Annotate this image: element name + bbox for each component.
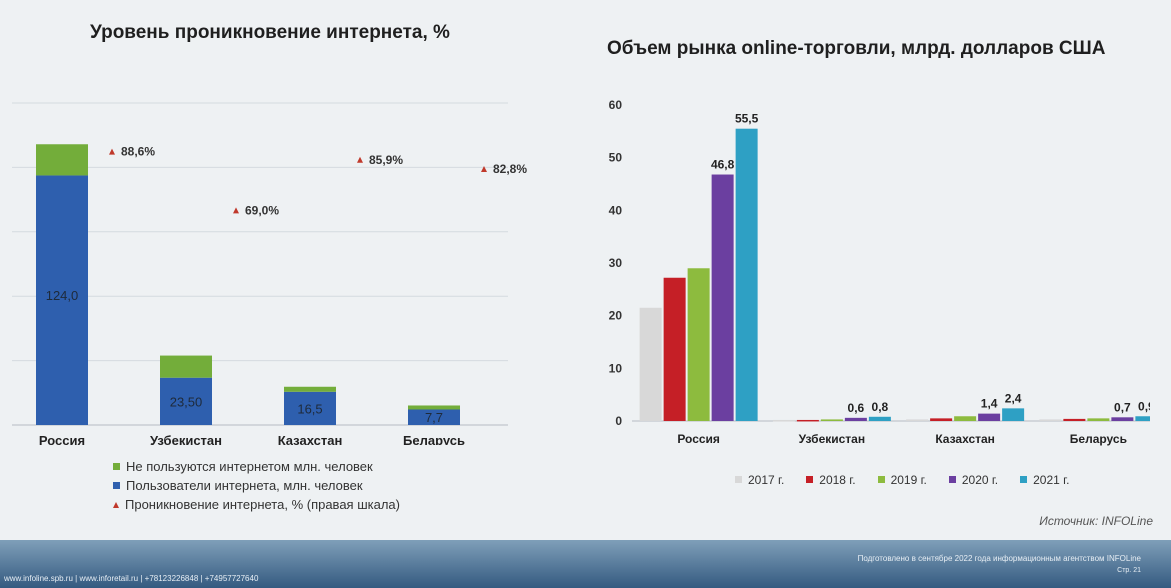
legend-swatch [948,476,956,483]
bar-value-label: 55,5 [735,112,759,126]
legend-swatch [877,476,885,483]
y-tick-label: 10 [609,361,623,375]
legend-label: 2017 г. [748,472,785,487]
legend-swatch [113,463,120,470]
bar-2019 [1087,418,1110,421]
legend-item-2019: 2019 г. [877,470,927,489]
bar-2021 [735,128,758,421]
legend-label: 2019 г. [890,472,927,487]
category-label: Казахстан [278,433,343,445]
bar-2019 [954,416,977,421]
bar-2019 [687,268,710,421]
bar-non-users [36,144,88,176]
footer-bar: www.infoline.spb.ru | www.inforetail.ru … [0,540,1171,588]
bar-2020 [711,174,734,421]
bar-value-label: 1,4 [981,397,998,411]
penetration-label: 88,6% [121,145,155,159]
bar-2017 [772,419,795,422]
bar-2018 [796,419,819,422]
bar-value-label: 16,5 [297,401,322,416]
bar-value-label: 0,6 [848,401,865,415]
y-tick-label: 30 [609,256,623,270]
left-chart-legend: Не пользуются интернетом млн. человек По… [113,457,400,514]
left-chart-title: Уровень проникновение интернета, % [90,22,450,43]
bar-value-label: 124,0 [46,288,79,303]
penetration-label: 82,8% [493,162,527,176]
bar-non-users [408,405,460,410]
bar-2019 [820,419,843,421]
footer-contacts: www.infoline.spb.ru | www.inforetail.ru … [4,574,259,583]
category-label: Беларусь [1070,432,1127,446]
y-tick-label: 60 [609,98,623,112]
category-label: Казахстан [935,432,995,446]
category-label: Россия [39,433,85,445]
bar-value-label: 0,7 [1114,400,1131,414]
internet-penetration-chart: 124,0 Россия 88,6% 23,50 Узбекистан 69,0% 16,5… [12,102,527,445]
legend-item-penetration: Проникновение интернета, % (правая шкала… [113,495,400,514]
online-retail-chart: 0 10 20 30 40 50 60 46,8 55,5 Россия 0,6 0,8 Узбекис… [609,98,1150,446]
bar-value-label: 0,8 [872,400,889,414]
bar-users [36,175,88,425]
y-tick-label: 0 [615,414,622,428]
bar-users [160,377,212,425]
bar-2021 [1002,408,1025,421]
y-tick-label: 40 [609,203,623,217]
legend-item-2021: 2021 г. [1020,470,1069,489]
bar-2017 [906,419,929,421]
bar-2020 [844,417,867,421]
footer-credit: Подготовлено в сентябре 2022 года информ… [857,554,1141,563]
bar-2017 [1039,419,1062,421]
bar-users [408,409,460,425]
penetration-label: 85,9% [369,153,403,167]
category-label: Беларусь [403,433,465,445]
legend-swatch [806,476,814,483]
legend-label: 2021 г. [1033,472,1070,487]
legend-item-2017: 2017 г. [735,470,784,489]
legend-label: 2020 г. [961,472,999,487]
bar-value-label: 7,7 [425,410,443,425]
bar-2020 [978,413,1001,421]
penetration-marker [233,207,239,214]
category-label: Узбекистан [150,433,222,445]
bar-2018 [930,418,953,421]
legend-item-2020: 2020 г. [948,470,999,489]
right-chart-legend: 2017 г. 2018 г. 2019 г. 2020 г. 2021 г. [735,470,1069,489]
bar-non-users [160,355,212,378]
legend-item-non-users: Не пользуются интернетом млн. человек [113,457,400,476]
penetration-marker [109,148,115,155]
page-number: Стр. 21 [1117,567,1141,574]
penetration-marker [481,166,487,173]
legend-swatch [113,482,120,489]
bar-users [284,391,336,425]
bar-2018 [663,277,686,421]
category-label: Узбекистан [799,432,865,446]
bar-value-label: 46,8 [711,158,735,172]
bar-non-users [284,386,336,392]
bar-2018 [1063,418,1086,421]
bar-value-label: 0,9 [1138,399,1150,413]
legend-label: Пользователи интернета, млн. человек [126,478,363,493]
legend-label: Проникновение интернета, % (правая шкала… [125,497,400,512]
y-tick-label: 50 [609,151,623,165]
legend-item-2018: 2018 г. [806,470,856,489]
legend-swatch [735,476,742,483]
bar-2021 [1135,416,1150,421]
category-label: Россия [677,432,720,446]
legend-item-users: Пользователи интернета, млн. человек [113,476,400,495]
bar-2020 [1111,417,1134,421]
penetration-label: 69,0% [245,203,279,217]
legend-label: 2018 г. [819,472,856,487]
source-note: Источник: INFOLine [1039,514,1153,528]
bar-value-label: 23,50 [170,394,203,409]
legend-swatch [1020,476,1028,483]
y-tick-label: 20 [609,309,623,323]
bar-value-label: 2,4 [1005,391,1022,405]
bar-2021 [868,416,891,421]
penetration-marker [357,156,363,163]
right-chart-title: Объем рынка online-торговли, млрд. долла… [607,38,1106,59]
bar-2017 [639,307,662,421]
legend-label: Не пользуются интернетом млн. человек [126,459,373,474]
triangle-marker-icon [113,501,119,508]
